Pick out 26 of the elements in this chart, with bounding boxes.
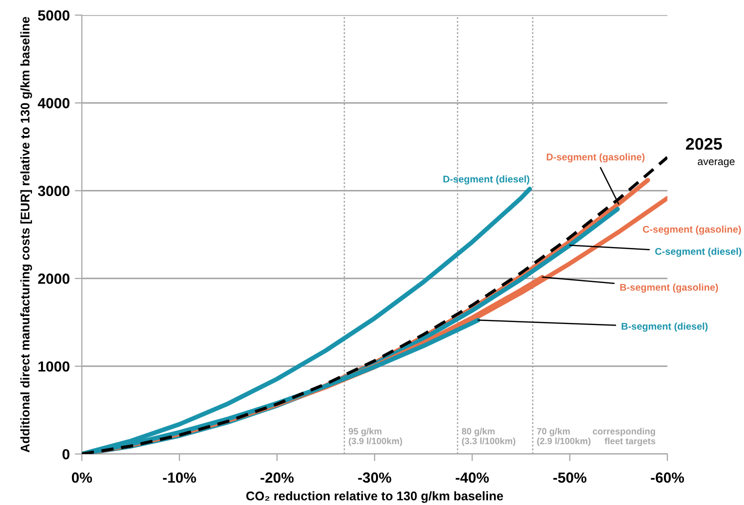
y-tick-label: 2000: [38, 274, 70, 284]
y-tick-label: 5000: [38, 10, 70, 21]
annotation: corresponding fleet targets: [592, 428, 656, 446]
x-tick-label: -40%: [456, 472, 489, 483]
ref-line-label: 80 g/km (3.3 l/100km): [462, 428, 516, 446]
x-tick-label: -20%: [260, 472, 294, 483]
y-tick-label: 3000: [38, 186, 70, 196]
text: B-segment (diesel): [622, 322, 708, 332]
series-label: 2025 average: [686, 138, 735, 168]
series-label: C-segment (gasoline): [642, 226, 741, 235]
y-tick-label: 1000: [38, 361, 70, 372]
ref-line-label: 95 g/km (3.9 l/100km): [348, 428, 402, 446]
x-tick-label: -60%: [650, 472, 684, 483]
y-tick-label: 4000: [38, 98, 70, 108]
y-tick-label: 0: [62, 449, 70, 460]
x-axis-title: CO₂ reduction relative to 130 g/km baseline: [246, 491, 504, 503]
series-label: D-segment (diesel): [443, 175, 530, 184]
text: B-segment (gasoline): [620, 284, 718, 293]
x-tick-label: 0%: [72, 472, 92, 483]
x-tick-label: -50%: [553, 472, 586, 483]
y-axis-title: Additional direct manufacturing costs [EUR] relative to 130 g/km baseline: [20, 16, 32, 452]
x-tick-label: -10%: [162, 472, 196, 483]
ref-line-label: 70 g/km (2.9 l/100km): [537, 428, 590, 446]
text: C-segment (diesel): [655, 248, 742, 257]
x-tick-label: -30%: [358, 472, 392, 483]
series-label: D-segment (gasoline): [546, 153, 645, 162]
